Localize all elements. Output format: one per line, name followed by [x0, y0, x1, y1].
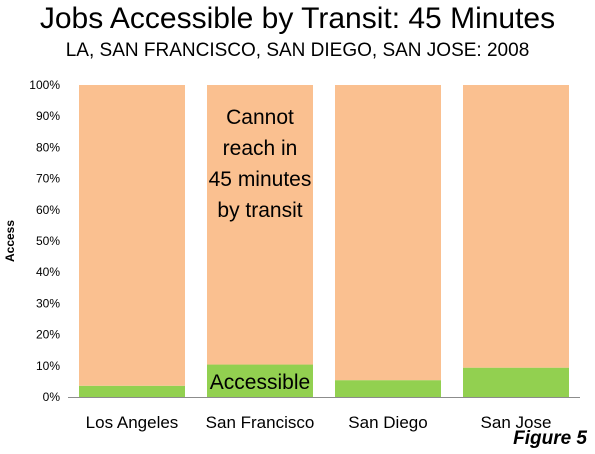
figure-label: Figure 5: [513, 428, 587, 449]
annotation-cannot-reach: by transit: [217, 199, 302, 222]
y-tick-label: 40%: [36, 265, 60, 279]
annotation-cannot-reach: reach in: [223, 137, 298, 160]
y-tick-label: 100%: [29, 78, 60, 92]
y-tick-label: 60%: [36, 203, 60, 217]
y-tick-label: 80%: [36, 140, 60, 154]
chart-subtitle: LA, SAN FRANCISCO, SAN DIEGO, SAN JOSE: …: [65, 40, 530, 61]
x-tick-label: Los Angeles: [86, 413, 179, 432]
bar-accessible: [463, 367, 569, 397]
y-tick-label: 10%: [36, 359, 60, 373]
y-tick-label: 70%: [36, 172, 60, 186]
annotation-cannot-reach: Cannot: [226, 106, 294, 129]
y-tick-label: 50%: [36, 234, 60, 248]
y-tick-label: 30%: [36, 296, 60, 310]
y-tick-label: 90%: [36, 109, 60, 123]
y-axis-title: Access: [3, 220, 17, 262]
bar-accessible: [207, 364, 313, 397]
bar-cannot-reach: [463, 85, 569, 368]
bar-cannot-reach: [207, 85, 313, 365]
x-tick-label: San Jose: [481, 413, 552, 432]
bar-cannot-reach: [335, 85, 441, 381]
y-tick-label: 20%: [36, 328, 60, 342]
bar-accessible: [79, 385, 185, 397]
y-tick-label: 0%: [43, 390, 61, 404]
x-tick-label: San Diego: [348, 413, 427, 432]
bar-accessible: [335, 380, 441, 397]
bar-cannot-reach: [79, 85, 185, 386]
x-tick-label: San Francisco: [206, 413, 315, 432]
annotation-cannot-reach: 45 minutes: [209, 168, 312, 191]
chart-title: Jobs Accessible by Transit: 45 Minutes: [39, 2, 556, 35]
annotation-accessible: Accessible: [210, 371, 310, 394]
